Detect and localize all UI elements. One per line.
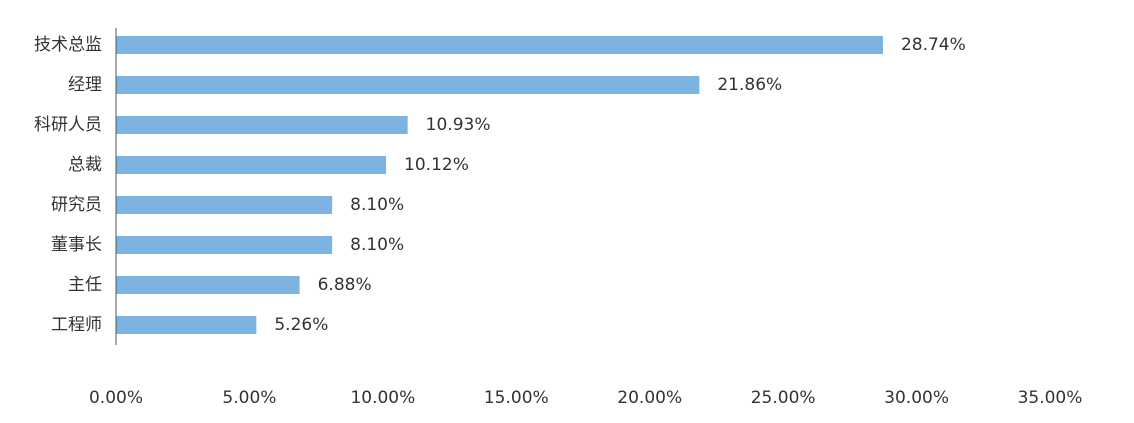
bar bbox=[116, 276, 300, 294]
value-label: 10.93% bbox=[426, 115, 491, 135]
x-tick-label: 25.00% bbox=[751, 388, 816, 408]
value-label: 8.10% bbox=[350, 235, 404, 255]
value-label: 5.26% bbox=[274, 315, 328, 335]
value-label: 28.74% bbox=[901, 35, 966, 55]
y-tick-label: 总裁 bbox=[68, 155, 102, 175]
y-tick-label: 工程师 bbox=[51, 315, 102, 335]
y-tick-label: 技术总监 bbox=[34, 35, 102, 55]
bar bbox=[116, 36, 883, 54]
bar bbox=[116, 116, 408, 134]
bar bbox=[116, 196, 333, 214]
value-label: 21.86% bbox=[717, 75, 782, 95]
bar bbox=[116, 156, 387, 174]
value-label: 6.88% bbox=[318, 275, 372, 295]
y-tick-label: 经理 bbox=[68, 75, 102, 95]
x-tick-label: 5.00% bbox=[222, 388, 276, 408]
y-tick-label: 主任 bbox=[68, 275, 102, 295]
x-tick-label: 10.00% bbox=[350, 388, 415, 408]
x-tick-label: 35.00% bbox=[1018, 388, 1083, 408]
x-tick-label: 15.00% bbox=[484, 388, 549, 408]
bar bbox=[116, 236, 333, 254]
y-tick-label: 董事长 bbox=[51, 235, 102, 255]
bar bbox=[116, 76, 700, 94]
x-tick-label: 0.00% bbox=[89, 388, 143, 408]
value-label: 8.10% bbox=[350, 195, 404, 215]
bar bbox=[116, 316, 257, 334]
x-tick-label: 30.00% bbox=[884, 388, 949, 408]
y-tick-label: 科研人员 bbox=[34, 115, 102, 135]
y-tick-label: 研究员 bbox=[51, 195, 102, 215]
value-label: 10.12% bbox=[404, 155, 469, 175]
x-tick-label: 20.00% bbox=[617, 388, 682, 408]
